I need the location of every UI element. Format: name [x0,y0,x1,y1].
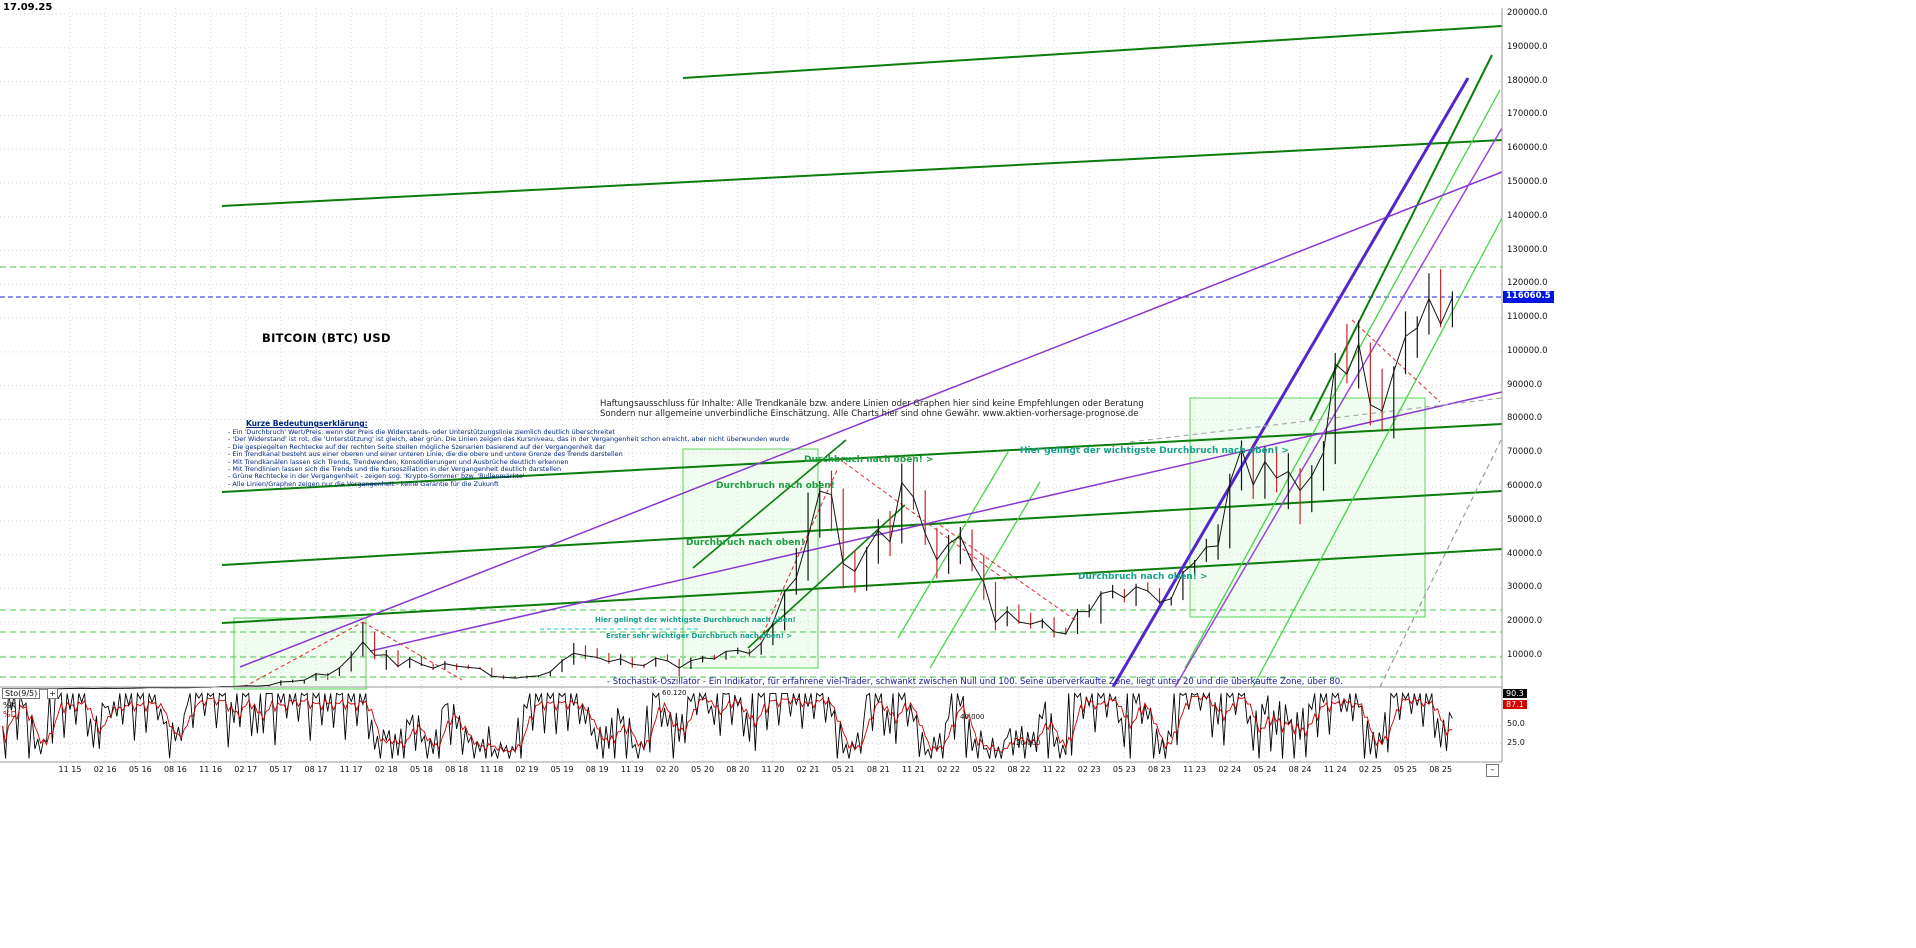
x-axis-tick-label: 08 19 [585,765,609,774]
legend-line: - Grüne Rechtecke in der Vergangenheit -… [228,472,525,481]
legend-lines: - Ein 'Durchbruch' Wert/Preis: wenn der … [228,427,790,489]
stochastic-d-value: 87.1 [1503,700,1527,710]
x-axis-tick-label: 08 18 [445,765,469,774]
x-axis-tick-label: 11 16 [199,765,223,774]
x-axis-tick-label: 02 25 [1358,765,1382,774]
current-price-badge: 116060.5 [1503,291,1554,303]
x-axis-tick-label: 08 23 [1148,765,1171,774]
x-axis-tick-label: 08 22 [1007,765,1031,774]
x-axis-tick-label: 08 21 [866,765,890,774]
breakout-annotation: Durchbruch nach oben! [716,481,835,491]
legend-line: - Ein Trendkanal besteht aus einer obere… [228,450,623,459]
breakout-annotation: Hier gelingt der wichtigste Durchbruch n… [595,616,796,624]
date-label: 17.09.25 [3,2,53,13]
price-tick-label: 160000.0 [1507,143,1548,154]
price-tick-label: 20000.0 [1507,616,1543,627]
stochastic-settings-button[interactable]: Sto(9/5) [2,688,41,700]
price-tick-label: 100000.0 [1507,345,1548,356]
price-tick-label: 130000.0 [1507,244,1548,255]
price-tick-label: 60000.0 [1507,481,1543,492]
x-axis-tick-label: 02 24 [1218,765,1242,774]
x-axis-tick-label: 02 23 [1077,765,1101,774]
oscillator-level-50-label: 50.0 [1507,719,1525,728]
x-axis-tick-label: 11 23 [1183,765,1207,774]
price-tick-label: 200000.0 [1507,8,1548,18]
x-axis-tick-label: 02 19 [515,765,539,774]
x-axis-tick-label: 11 18 [480,765,504,774]
x-axis-tick-label: 11 22 [1042,765,1066,774]
x-axis-tick-label: 05 25 [1394,765,1417,774]
oscillator-price-marker: 20.000 [1016,739,1041,747]
x-axis-tick-label: 05 20 [691,765,715,774]
breakout-annotation: Durchbruch nach oben! > [804,455,934,465]
price-tick-label: 140000.0 [1507,210,1548,221]
x-axis-tick-label: 08 25 [1429,765,1453,774]
x-axis-tick-label: 08 16 [163,765,187,774]
x-axis-tick-label: 08 17 [304,765,328,774]
legend-line: - Alle Linien/Graphen zeigen nur die Ver… [228,479,499,488]
x-axis-tick-label: 05 22 [972,765,996,774]
price-tick-label: 180000.0 [1507,75,1548,86]
x-axis-tick-label: 05 21 [831,765,855,774]
legend-line: - 'Der Widerstand' ist rot, die 'Unterst… [228,435,790,444]
price-tick-label: 190000.0 [1507,41,1548,52]
x-axis-tick-label: 11 21 [902,765,925,774]
oscillator-price-marker: 60.120 [662,689,687,697]
zoom-out-button[interactable]: - [1486,764,1499,777]
price-tick-label: 40000.0 [1507,548,1543,559]
x-axis-tick-label: 11 24 [1323,765,1347,774]
x-axis-tick-label: 11 20 [761,765,785,774]
oscillator-level-25-label: 25.0 [1507,738,1525,747]
x-axis-tick-label: 05 23 [1112,765,1136,774]
x-axis-tick-label: 02 20 [656,765,679,774]
x-axis-tick-label: 05 19 [550,765,574,774]
x-axis-tick-label: 02 16 [93,765,117,774]
legend-line: - Mit Trendkanälen lassen sich Trends, T… [228,457,569,466]
x-axis-tick-label: 11 19 [620,765,644,774]
legend-header: Kurze Bedeutungserklärung: [246,419,368,428]
x-axis-tick-label: 02 22 [937,765,961,774]
breakout-annotation: Hier gelingt der wichtigste Durchbruch n… [1020,446,1289,456]
stochastic-k-value: 90.3 [1503,689,1527,699]
chart-title: BITCOIN (BTC) USD [262,331,391,345]
x-axis-tick-label: 05 16 [128,765,152,774]
x-axis-tick-label: 02 21 [796,765,820,774]
price-tick-label: 30000.0 [1507,582,1543,593]
breakout-annotation: Erster sehr wichtiger Durchbruch nach ob… [606,632,793,640]
x-axis-tick-label: 11 17 [339,765,363,774]
price-tick-label: 10000.0 [1507,650,1543,660]
oscillator-price-marker: 40.000 [960,713,985,721]
stochastic-d-label: %D [3,710,17,719]
breakout-annotation: Durchbruch nach oben! > [1078,572,1208,582]
x-axis-tick-label: 02 17 [234,765,258,774]
disclaimer-line-1: Haftungsausschluss für Inhalte: Alle Tre… [600,399,1144,409]
legend-line: - Ein 'Durchbruch' Wert/Preis: wenn der … [228,427,616,436]
x-axis-tick-label: 05 17 [269,765,293,774]
breakout-annotation: Durchbruch nach oben! [686,538,805,548]
x-axis-tick-label: 05 18 [409,765,433,774]
x-axis-tick-label: 05 24 [1253,765,1277,774]
legend-explanation: Kurze Bedeutungserklärung: - Ein 'Durchb… [228,419,790,489]
price-tick-label: 150000.0 [1507,176,1548,187]
x-axis-tick-label: 08 24 [1288,765,1312,774]
disclaimer-line-2: Sondern nur allgemeine unverbindliche Ei… [600,409,1139,419]
legend-line: - Mit Trendlinien lassen sich die Trends… [228,464,562,473]
x-axis-tick-label: 08 20 [726,765,750,774]
price-tick-label: 170000.0 [1507,109,1548,120]
indicator-add-button[interactable]: + [47,688,58,699]
oscillator-description: - Stochastik-Oszillator - Ein Indikator,… [607,677,1343,687]
price-tick-label: 70000.0 [1507,447,1543,458]
legend-line: - Die gespiegelten Rechtecke auf der rec… [228,442,606,451]
price-tick-label: 120000.0 [1507,278,1548,289]
price-tick-label: 90000.0 [1507,379,1543,390]
stochastic-k-label: %K [3,701,16,710]
price-tick-label: 50000.0 [1507,514,1543,525]
x-axis-tick-label: 11 15 [58,765,82,774]
price-tick-label: 110000.0 [1507,312,1548,323]
price-tick-label: 80000.0 [1507,413,1543,424]
x-axis-tick-label: 02 18 [374,765,398,774]
